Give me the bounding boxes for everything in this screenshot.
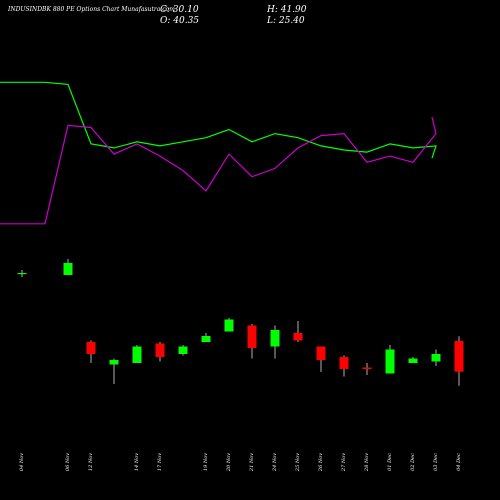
x-tick-label: 20 Nov: [226, 453, 232, 472]
x-tick-label: 19 Nov: [203, 453, 209, 471]
candle-body-28-nov: [362, 367, 372, 369]
x-tick-label: 21 Nov: [249, 453, 255, 472]
x-tick-label: 26 Nov: [318, 453, 324, 472]
candle-body-03-dec: [431, 354, 441, 362]
x-tick-label: 04 Dec: [456, 453, 462, 471]
x-tick-label: 27 Nov: [341, 453, 347, 472]
line-series-2: [0, 117, 437, 225]
x-tick-label: 25 Nov: [295, 453, 301, 472]
candle-body-20-nov: [224, 319, 234, 332]
high-value: H: 41.90: [267, 5, 307, 15]
candle-body-19-nov: [201, 336, 211, 342]
candle-body-18-nov: [178, 346, 188, 354]
x-tick-label: 24 Nov: [272, 453, 278, 472]
line-series-1: [0, 81, 437, 159]
chart-title: INDUSINDBK 880 PE Options Chart Munafasu…: [8, 6, 175, 13]
open-value: O: 40.35: [160, 16, 200, 26]
x-tick-label: 17 Nov: [157, 453, 163, 471]
x-tick-label: 04 Nov: [19, 453, 25, 471]
x-tick-label: 12 Nov: [88, 453, 94, 471]
x-tick-label: 06 Nov: [65, 453, 71, 471]
upper-candle-body-04-nov: [17, 273, 27, 275]
candle-body-24-nov: [270, 330, 280, 347]
candle-body-01-dec: [385, 349, 395, 374]
close-value: C: 30.10: [160, 5, 199, 15]
upper-candle-body-06-nov: [63, 263, 73, 275]
x-tick-label: 01 Dec: [387, 453, 393, 471]
candle-body-13-nov: [109, 360, 119, 365]
candle-body-21-nov: [247, 325, 257, 348]
x-tick-label: 03 Dec: [433, 453, 439, 471]
x-tick-label: 28 Nov: [364, 453, 370, 472]
low-value: L: 25.40: [267, 16, 305, 26]
candle-body-02-dec: [408, 358, 418, 363]
candle-body-25-nov: [293, 333, 303, 341]
candle-body-14-nov: [132, 346, 142, 363]
candle-body-27-nov: [339, 357, 349, 369]
x-tick-label: 02 Dec: [410, 453, 416, 471]
candle-body-04-dec: [454, 340, 464, 372]
x-tick-label: 14 Nov: [134, 453, 140, 471]
candle-body-12-nov: [86, 342, 96, 354]
candle-body-17-nov: [155, 343, 165, 357]
candle-body-26-nov: [316, 346, 326, 360]
